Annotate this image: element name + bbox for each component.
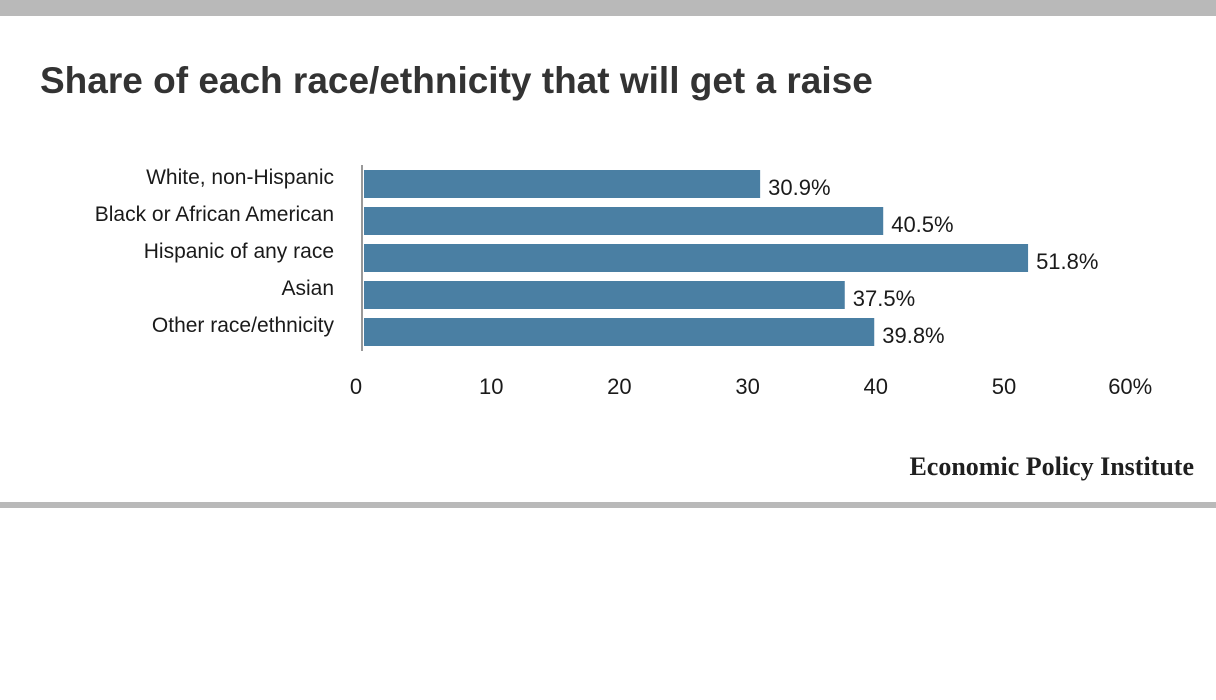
bar	[364, 318, 875, 346]
chart-title: Share of each race/ethnicity that will g…	[40, 60, 873, 101]
x-tick-label: 50	[992, 374, 1016, 399]
data-label: 40.5%	[891, 212, 953, 237]
x-tick-label: 30	[735, 374, 759, 399]
category-label: Hispanic of any race	[144, 240, 334, 263]
category-label: Asian	[281, 277, 334, 300]
bar-chart: White, non-Hispanic 30.9% Black or African…	[95, 165, 1152, 399]
data-label: 51.8%	[1036, 249, 1098, 274]
x-tick-label: 10	[479, 374, 503, 399]
bar	[364, 281, 845, 309]
x-tick-label: 20	[607, 374, 631, 399]
bar	[364, 244, 1029, 272]
bottom-divider	[0, 502, 1216, 508]
data-label: 37.5%	[853, 286, 915, 311]
bar	[364, 207, 884, 235]
x-tick-label: 40	[864, 374, 888, 399]
top-divider	[0, 0, 1216, 16]
x-tick-label: 60%	[1108, 374, 1152, 399]
data-label: 30.9%	[768, 175, 830, 200]
category-label: Other race/ethnicity	[152, 314, 335, 337]
source-credit: Economic Policy Institute	[909, 452, 1194, 481]
x-tick-label: 0	[350, 374, 362, 399]
bar	[364, 170, 761, 198]
category-label: Black or African American	[95, 203, 334, 226]
category-label: White, non-Hispanic	[146, 166, 334, 189]
data-label: 39.8%	[882, 323, 944, 348]
